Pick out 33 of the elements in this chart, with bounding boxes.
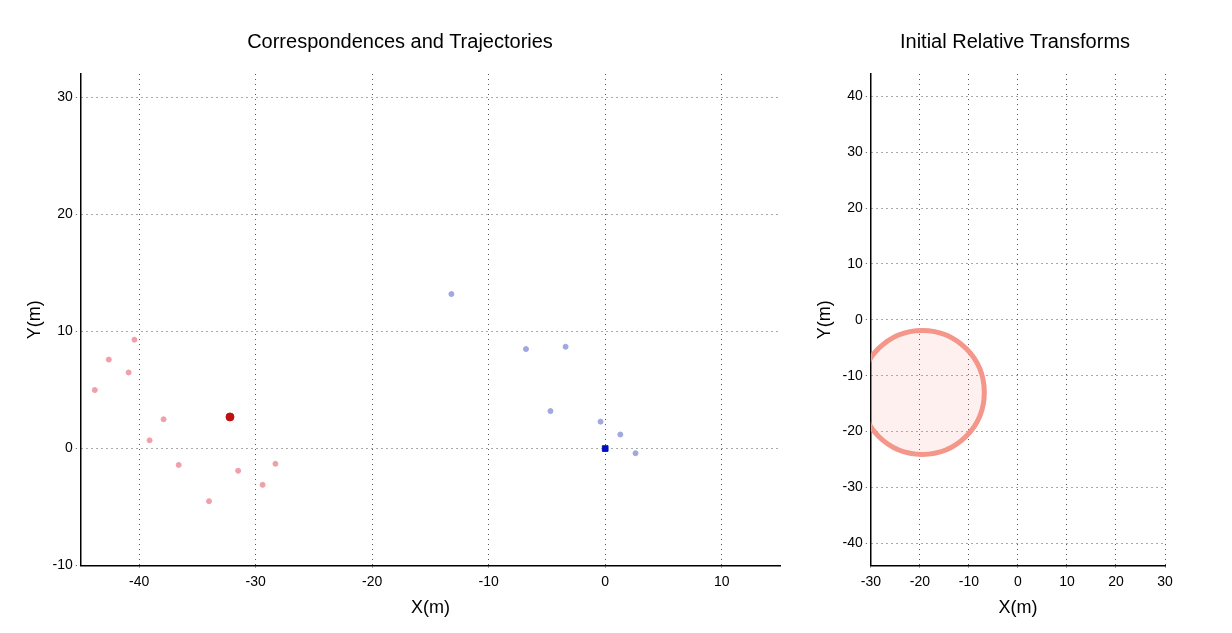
x-tick-label: -10 — [958, 572, 980, 589]
chart-title: Initial Relative Transforms — [899, 29, 1131, 52]
y-tick-label: 20 — [57, 205, 74, 222]
y-tick-label: 20 — [847, 198, 864, 215]
x-tick-label: 30 — [1157, 572, 1173, 589]
x-tick-label: -20 — [909, 572, 931, 589]
y-tick-label: -30 — [842, 478, 864, 495]
x-tick-label: -40 — [128, 572, 150, 589]
y-tick-label: 0 — [855, 310, 864, 327]
x-tick-label: 0 — [601, 572, 610, 589]
chart-title: Correspondences and Trajectories — [247, 29, 553, 52]
x-tick-label: -30 — [245, 572, 266, 589]
x-tick-label: -30 — [860, 572, 882, 589]
x-axis-title: X(m) — [998, 597, 1038, 618]
x-tick-label: 10 — [1059, 572, 1075, 589]
y-tick-label: -20 — [842, 422, 864, 439]
y-tick-label: 0 — [65, 439, 74, 456]
y-tick-label: 10 — [847, 254, 864, 271]
y-tick-label: -10 — [842, 366, 864, 383]
x-tick-label: -10 — [478, 572, 500, 589]
x-tick-label: -20 — [362, 572, 383, 589]
y-tick-label: -10 — [52, 556, 74, 573]
y-tick-label: 10 — [57, 322, 74, 339]
y-tick-label: 30 — [847, 143, 864, 160]
y-tick-label: 40 — [847, 87, 864, 104]
y-tick-label: 30 — [57, 88, 74, 105]
y-axis-title: Y(m) — [23, 300, 44, 340]
x-tick-label: 10 — [713, 572, 730, 589]
y-tick-label: -40 — [842, 534, 864, 551]
x-tick-label: 0 — [1014, 572, 1023, 589]
x-axis-title: X(m) — [410, 597, 450, 618]
y-axis-title: Y(m) — [813, 300, 834, 340]
x-tick-label: 20 — [1108, 572, 1124, 589]
